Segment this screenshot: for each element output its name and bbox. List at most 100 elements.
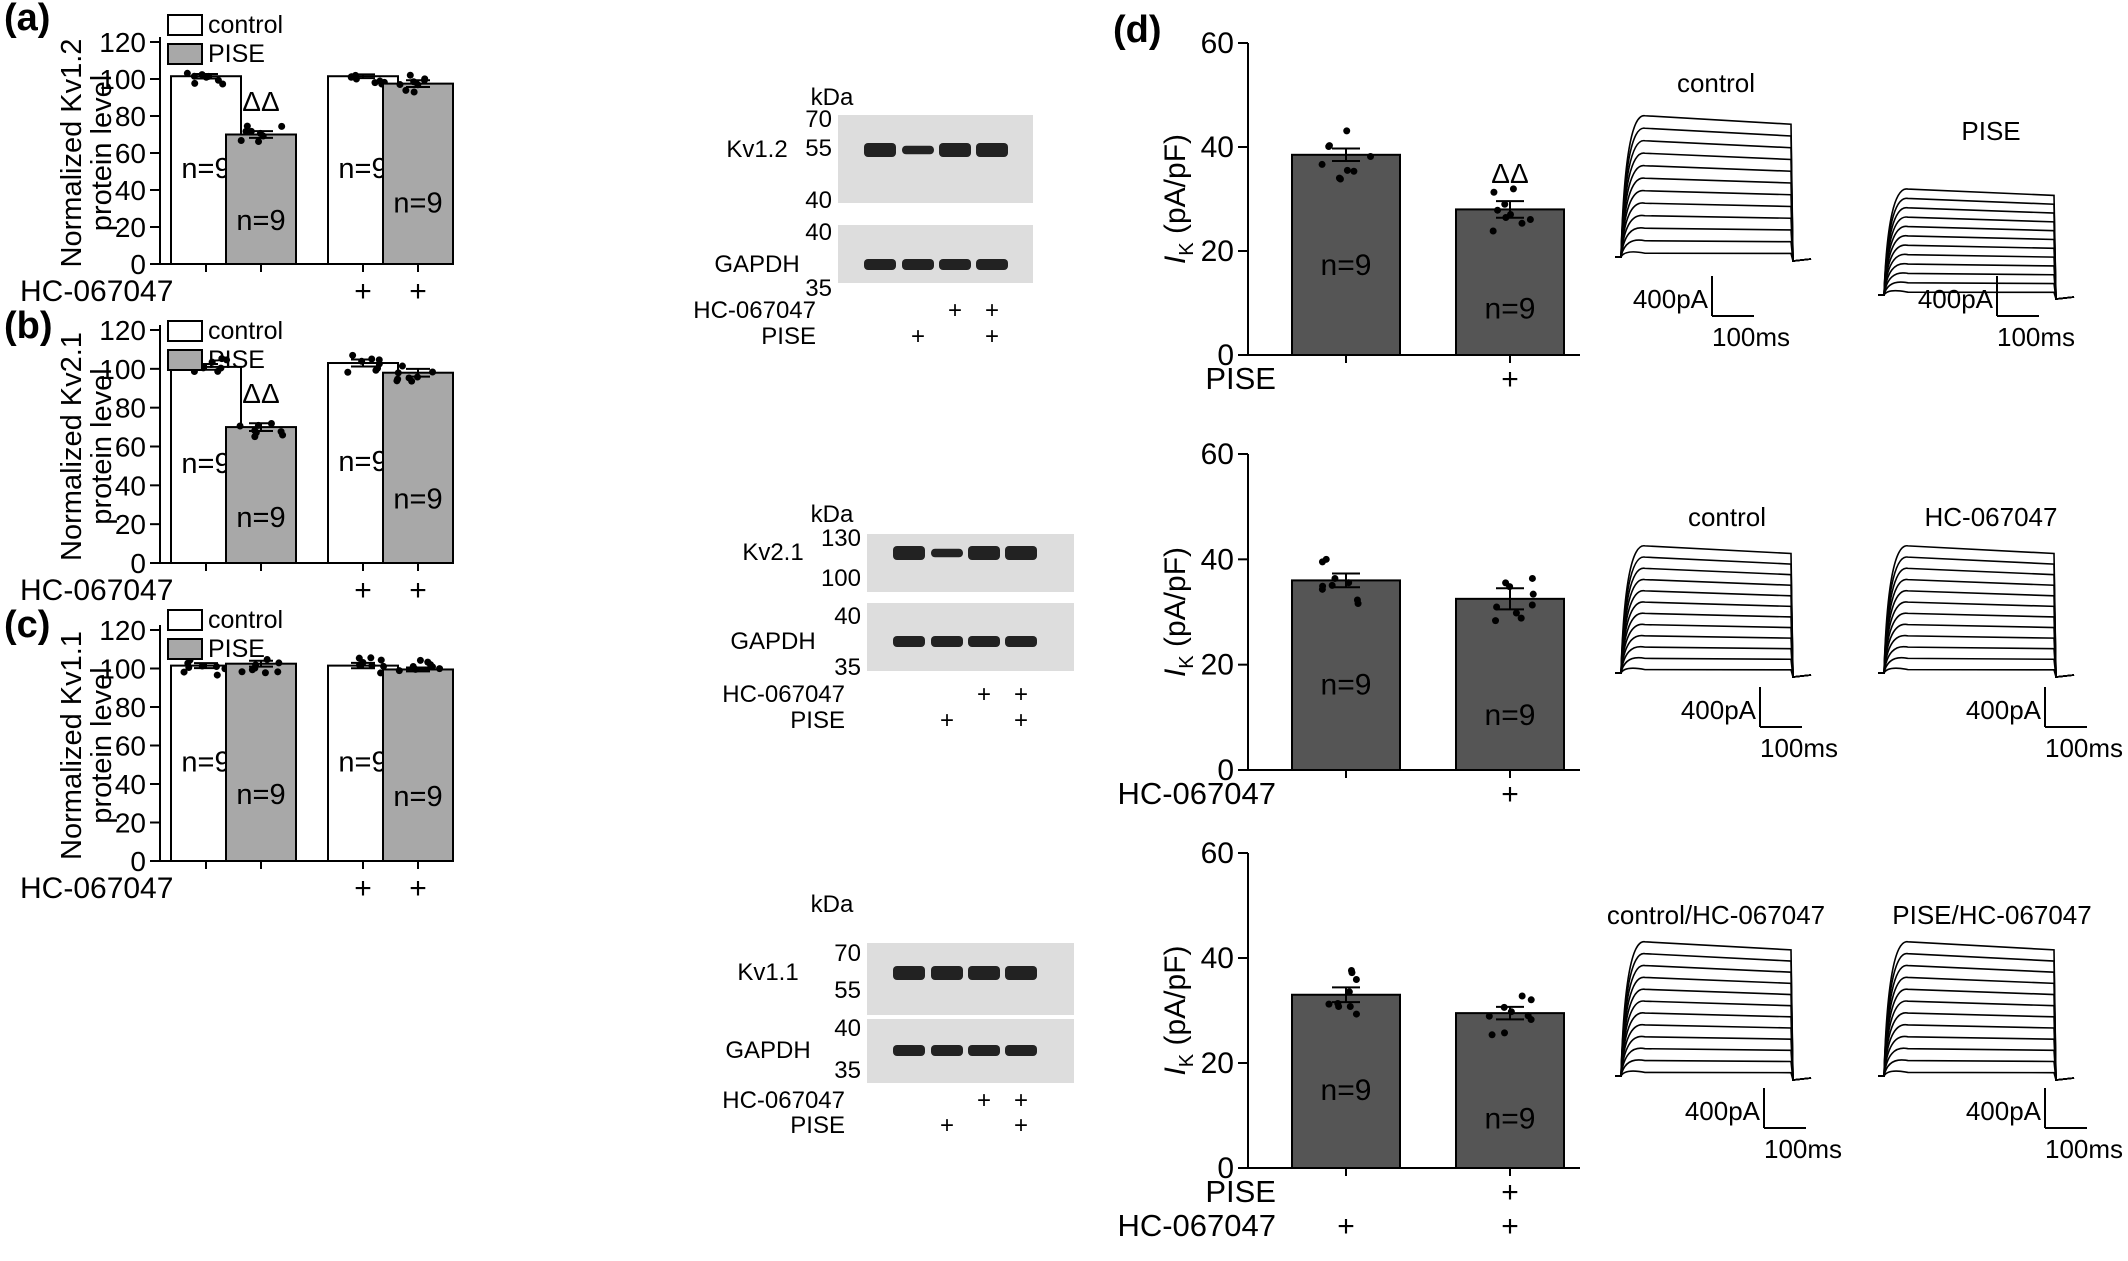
y-tick-label: 40 [115, 175, 146, 206]
legend-swatch [167, 43, 203, 65]
row-label: HC-067047 [1117, 1208, 1276, 1243]
current-trace [1615, 976, 1812, 1081]
data-point [398, 362, 406, 370]
blot-membrane [838, 115, 1033, 203]
plus-sign: + [940, 1112, 954, 1139]
y-tick-label: 0 [130, 249, 146, 280]
protein-band [968, 1045, 1000, 1056]
y-tick-label: 120 [99, 315, 146, 346]
n-label: n=9 [1321, 1074, 1372, 1107]
data-point [1501, 200, 1509, 208]
current-trace [1615, 251, 1812, 262]
protein-band [931, 1045, 963, 1056]
plus-sign: + [940, 707, 954, 734]
row-label: HC-067047 [20, 275, 173, 308]
n-label: n=9 [1485, 699, 1536, 732]
data-point [1518, 219, 1526, 227]
data-point [1325, 142, 1333, 150]
y-tick-label: 60 [115, 138, 146, 169]
bar [382, 82, 454, 265]
row-label: PISE [1205, 361, 1276, 396]
current-trace [1878, 1070, 2075, 1081]
data-point [1490, 188, 1498, 196]
protein-band [939, 259, 971, 270]
current-trace [1878, 976, 2075, 1081]
legend-label: control [208, 317, 283, 345]
data-point [1347, 967, 1355, 975]
y-tick-label: 100 [99, 354, 146, 385]
plus-sign: + [1501, 1176, 1519, 1209]
protein-band [939, 143, 971, 157]
n-label: n=9 [181, 153, 230, 185]
current-trace [1615, 578, 1812, 678]
plus-sign: + [1014, 707, 1028, 734]
data-point [1493, 603, 1501, 611]
n-label: n=9 [338, 446, 387, 478]
data-point [402, 86, 410, 94]
data-point [1343, 166, 1351, 174]
data-point [349, 351, 357, 359]
y-tick-label: 0 [1217, 754, 1234, 787]
current-trace [1878, 656, 2075, 678]
data-point [1352, 1010, 1360, 1018]
data-point [377, 656, 385, 664]
data-point [380, 662, 388, 670]
data-point [1527, 996, 1535, 1004]
y-tick-label: 120 [99, 615, 146, 646]
bar [1455, 208, 1565, 356]
current-trace [1878, 645, 2075, 678]
n-label: n=9 [393, 483, 442, 515]
plus-sign: + [911, 323, 925, 350]
legend-swatch [167, 638, 203, 660]
bar [382, 371, 454, 565]
scale-current-label: 400pA [1681, 695, 1757, 725]
protein-band [893, 966, 925, 980]
current-trace [1878, 578, 2075, 678]
data-point [355, 654, 363, 662]
protein-band [1005, 966, 1037, 980]
protein-band [968, 636, 1000, 647]
data-point [183, 69, 191, 77]
data-point [198, 662, 206, 670]
protein-band [968, 966, 1000, 980]
n-label: n=9 [393, 781, 442, 813]
legend-label: control [208, 606, 283, 634]
data-point [237, 136, 245, 144]
marker-label: 70 [834, 940, 861, 967]
y-tick-label: 80 [115, 101, 146, 132]
data-point [1350, 167, 1358, 175]
data-point [1328, 581, 1336, 589]
scale-time-label: 100ms [2045, 1134, 2123, 1164]
y-axis-label: IK (pA/pF) [1159, 134, 1198, 264]
plus-sign: + [1337, 1210, 1355, 1243]
protein-band [864, 259, 896, 270]
current-trace [1615, 656, 1812, 678]
data-point [279, 431, 287, 439]
trace-title: control [1688, 502, 1766, 532]
plus-sign: + [354, 574, 372, 607]
scale-current-label: 400pA [1685, 1096, 1761, 1126]
data-point [238, 668, 246, 676]
data-point [1494, 206, 1502, 214]
y-tick-label: 20 [1201, 649, 1234, 682]
current-chart-1: 0 20 40 60 IK (pA/pF) n=9 n=9 ΔΔ PISE + [1159, 27, 1580, 396]
plus-sign: + [977, 681, 991, 708]
data-point [1488, 1031, 1496, 1039]
legend-swatch [167, 320, 203, 342]
scale-current-label: 400pA [1966, 1096, 2042, 1126]
y-tick-label: 80 [115, 692, 146, 723]
data-point [1343, 127, 1351, 135]
data-point [347, 73, 355, 81]
data-point [1528, 574, 1536, 582]
marker-label: 55 [834, 977, 861, 1004]
n-label: n=9 [1485, 292, 1536, 325]
current-trace [1615, 545, 1812, 678]
panel-label: (d) [1113, 9, 1162, 51]
plus-sign: + [409, 872, 427, 905]
